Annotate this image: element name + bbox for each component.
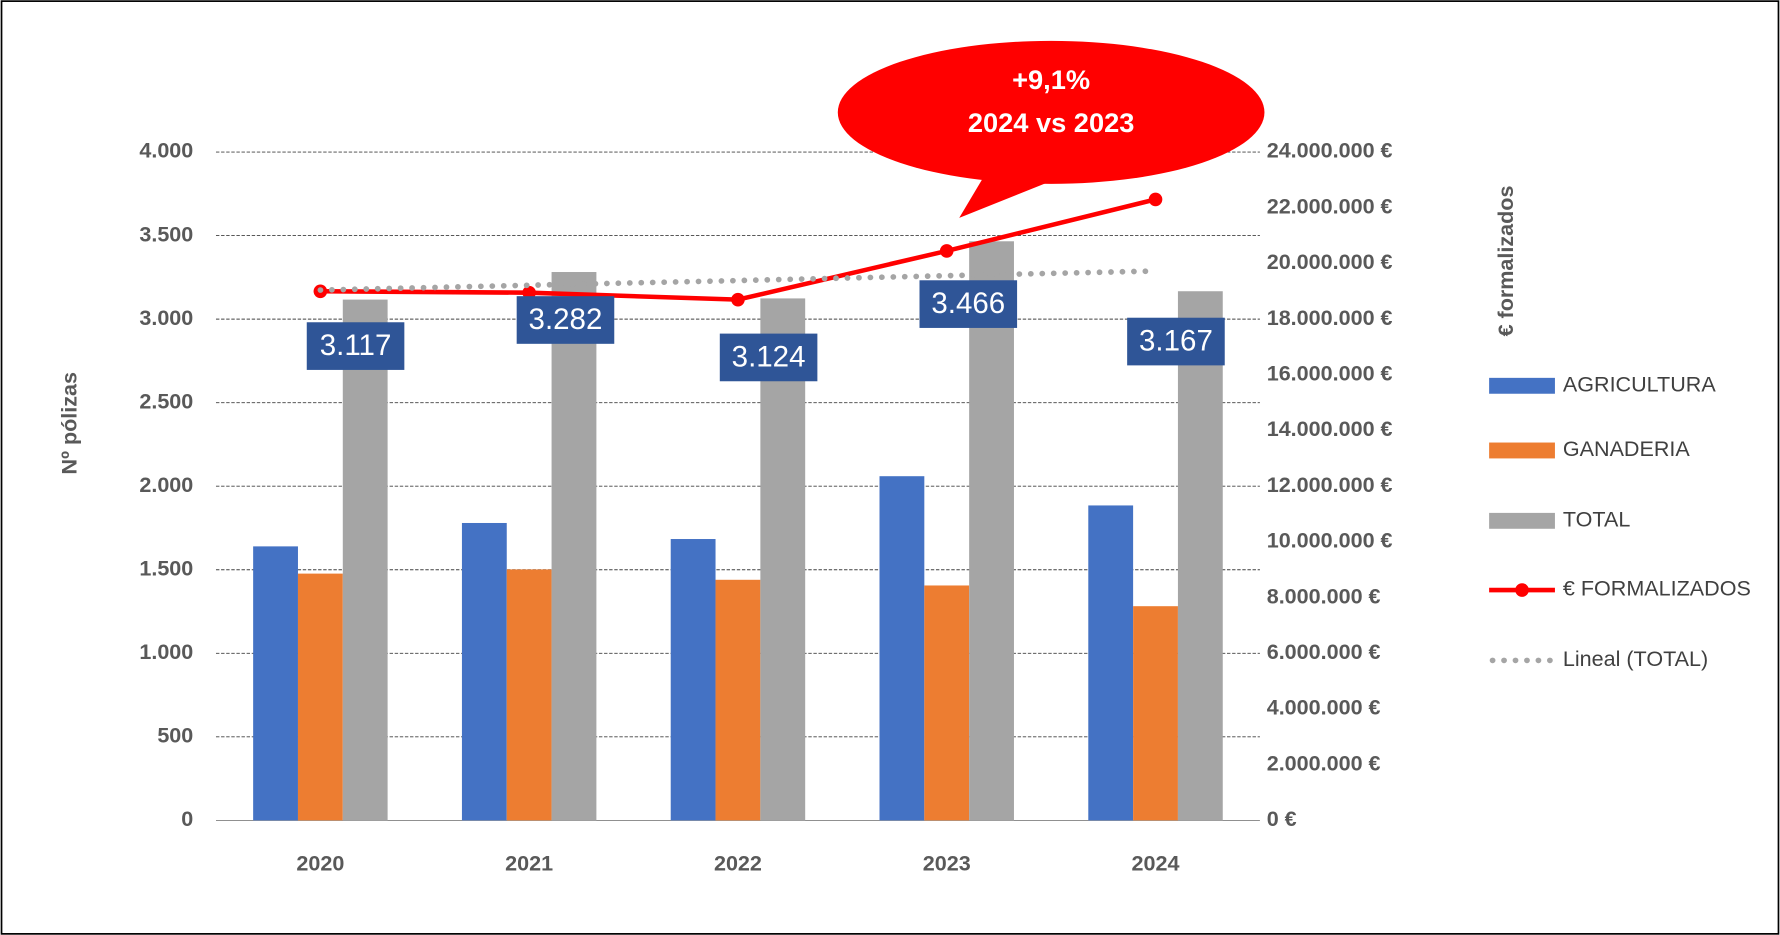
y2-tick-label: 20.000.000 € (1267, 249, 1393, 274)
x-tick-label: 2023 (923, 850, 971, 875)
annotation: 2024 vs 2023 (968, 107, 1135, 138)
line-marker (939, 244, 954, 258)
y-tick-label: 1.500 (139, 555, 193, 580)
y2-tick-label: 10.000.000 € (1267, 528, 1393, 553)
line-marker (731, 292, 745, 307)
x-tick-label: 2020 (296, 850, 344, 875)
legend-swatch (1515, 583, 1529, 597)
bar (342, 299, 388, 821)
data-label-box (719, 333, 818, 382)
y2-tick-label: 14.000.000 € (1267, 416, 1393, 441)
y2-tick-label: 2.000.000 € (1267, 750, 1381, 775)
bar (1088, 505, 1134, 821)
x-tick-label: 2021 (505, 850, 553, 875)
bar (670, 539, 716, 821)
bar (461, 522, 507, 821)
data-label: 3.282 (529, 303, 603, 336)
y-tick-label: 1.000 (139, 639, 193, 664)
legend-label: GANADERIA (1563, 436, 1691, 461)
bar (551, 272, 597, 821)
bar (1177, 291, 1223, 821)
y2-tick-label: 16.000.000 € (1267, 361, 1393, 386)
trend-line (317, 268, 1159, 293)
line-marker (1148, 192, 1163, 207)
data-label-box (516, 296, 615, 344)
y2-tick-label: 0 € (1267, 806, 1297, 831)
y-tick-label: 4.000 (139, 138, 193, 163)
legend-swatch (1489, 442, 1555, 459)
y2-tick-label: 12.000.000 € (1267, 472, 1393, 497)
y-tick-label: 2.500 (139, 388, 193, 413)
bar (879, 476, 925, 821)
callout-bubble (837, 40, 1265, 184)
y-tick-label: 3.500 (139, 221, 193, 246)
legend-swatch (1489, 512, 1555, 529)
data-label: 3.117 (320, 329, 392, 362)
data-label: 3.124 (732, 340, 806, 373)
line-marker (522, 285, 536, 300)
y-tick-label: 2.000 (139, 472, 193, 497)
y2-tick-label: 24.000.000 € (1267, 138, 1393, 163)
data-label-box (919, 280, 1018, 328)
y-axis-title: Nº pólizas (56, 372, 81, 474)
y2-tick-label: 6.000.000 € (1267, 639, 1381, 664)
data-label-box (1127, 317, 1225, 366)
y2-tick-label: 22.000.000 € (1267, 193, 1393, 218)
y2-tick-label: 8.000.000 € (1267, 583, 1381, 608)
y2-tick-label: 4.000.000 € (1267, 695, 1381, 720)
bar (506, 569, 552, 821)
data-label: 3.167 (1139, 324, 1213, 357)
y2-tick-label: 18.000.000 € (1267, 305, 1393, 330)
bar (969, 241, 1014, 821)
y-tick-label: 500 (157, 723, 193, 748)
legend-label: Lineal (TOTAL) (1563, 646, 1708, 671)
y-tick-label: 0 (181, 806, 193, 831)
data-label: 3.466 (931, 287, 1005, 320)
bar (253, 546, 298, 821)
bar (924, 585, 970, 821)
bar (760, 298, 806, 821)
y2-axis-title: € formalizados (1493, 186, 1518, 337)
y-tick-label: 3.000 (139, 305, 193, 330)
bar (715, 579, 761, 821)
legend-label: € FORMALIZADOS (1563, 576, 1751, 601)
bar (1133, 606, 1178, 821)
annotation: +9,1% (1012, 64, 1090, 95)
bar (297, 573, 343, 821)
legend-swatch (1489, 377, 1555, 394)
legend-label: TOTAL (1563, 507, 1630, 532)
x-tick-label: 2024 (1132, 850, 1180, 875)
x-tick-label: 2022 (714, 850, 762, 875)
legend-label: AGRICULTURA (1563, 371, 1716, 396)
data-label-box (306, 322, 405, 370)
